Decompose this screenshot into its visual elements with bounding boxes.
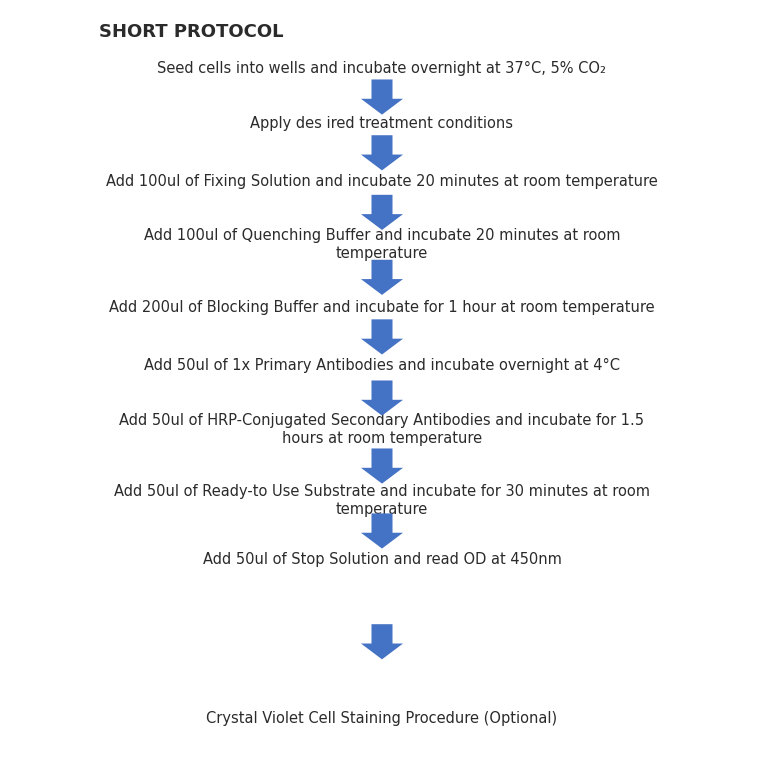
- Text: Seed cells into wells and incubate overnight at 37°C, 5% CO₂: Seed cells into wells and incubate overn…: [157, 61, 607, 76]
- Text: Add 50ul of Stop Solution and read OD at 450nm: Add 50ul of Stop Solution and read OD at…: [202, 552, 562, 567]
- Polygon shape: [361, 380, 403, 416]
- Polygon shape: [361, 79, 403, 115]
- Text: Add 100ul of Quenching Buffer and incubate 20 minutes at room
temperature: Add 100ul of Quenching Buffer and incuba…: [144, 228, 620, 261]
- Polygon shape: [361, 195, 403, 230]
- Text: Add 50ul of Ready-to Use Substrate and incubate for 30 minutes at room
temperatu: Add 50ul of Ready-to Use Substrate and i…: [114, 484, 650, 516]
- Text: Add 50ul of 1x Primary Antibodies and incubate overnight at 4°C: Add 50ul of 1x Primary Antibodies and in…: [144, 358, 620, 374]
- Polygon shape: [361, 513, 403, 549]
- Text: SHORT PROTOCOL: SHORT PROTOCOL: [99, 23, 283, 41]
- Text: Crystal Violet Cell Staining Procedure (Optional): Crystal Violet Cell Staining Procedure (…: [206, 711, 558, 726]
- Polygon shape: [361, 448, 403, 484]
- Polygon shape: [361, 319, 403, 354]
- Polygon shape: [361, 135, 403, 170]
- Polygon shape: [361, 260, 403, 295]
- Polygon shape: [361, 624, 403, 659]
- Text: Add 100ul of Fixing Solution and incubate 20 minutes at room temperature: Add 100ul of Fixing Solution and incubat…: [106, 174, 658, 189]
- Text: Add 200ul of Blocking Buffer and incubate for 1 hour at room temperature: Add 200ul of Blocking Buffer and incubat…: [109, 300, 655, 316]
- Text: Apply des ired treatment conditions: Apply des ired treatment conditions: [251, 116, 513, 131]
- Text: Add 50ul of HRP-Conjugated Secondary Antibodies and incubate for 1.5
hours at ro: Add 50ul of HRP-Conjugated Secondary Ant…: [119, 413, 645, 445]
